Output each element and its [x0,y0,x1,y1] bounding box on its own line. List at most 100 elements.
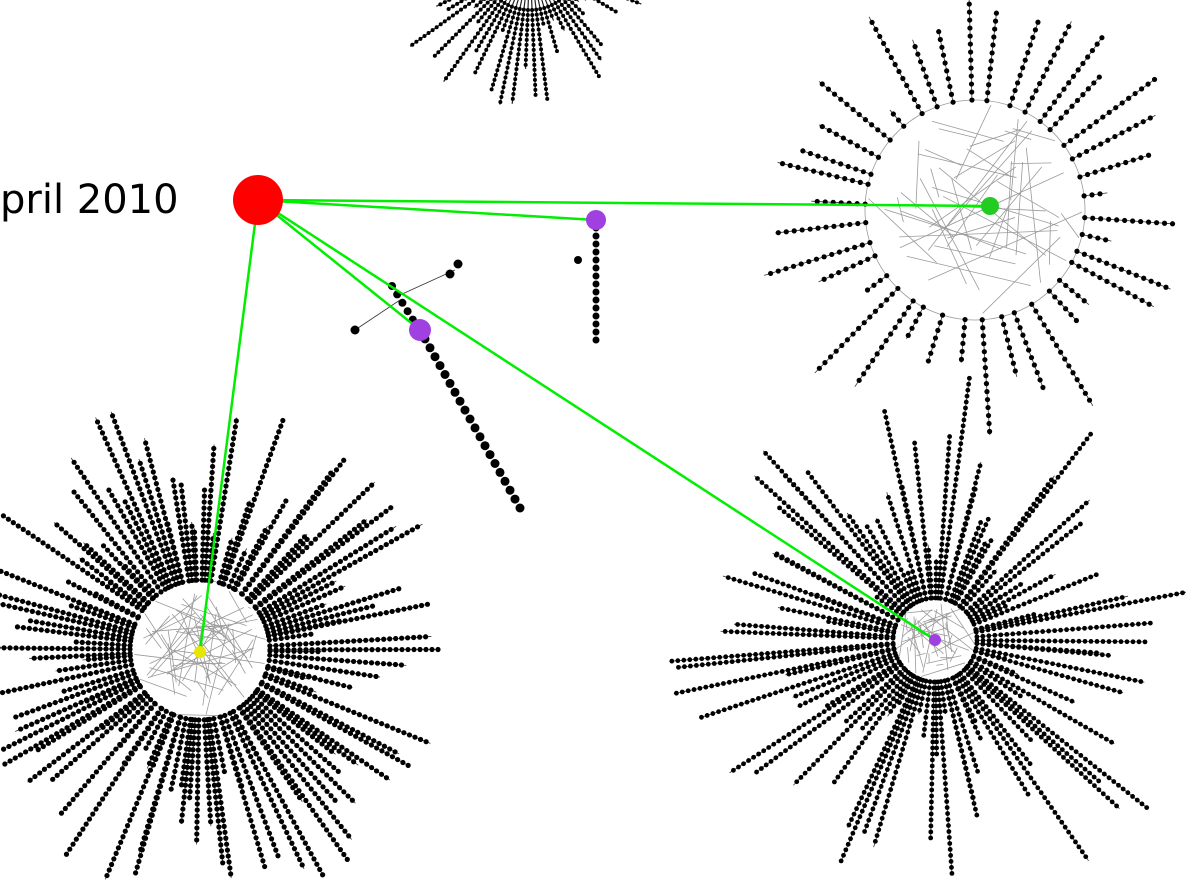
graph-node [822,360,828,366]
graph-node [414,39,419,44]
graph-node [1122,217,1128,224]
ray-edge [812,592,896,626]
graph-node [295,626,301,633]
graph-node [850,654,856,660]
graph-node [511,87,516,92]
graph-node [843,673,849,679]
graph-node [268,524,274,530]
graph-node [86,778,92,784]
graph-node [116,430,122,436]
graph-node [84,681,90,687]
graph-node [109,641,115,647]
graph-node [959,748,965,754]
graph-node [725,575,731,580]
graph-node [274,434,280,441]
graph-node [212,788,218,794]
graph-node [847,665,852,671]
graph-node [811,504,817,510]
graph-node [144,528,150,535]
graph-node [282,565,288,571]
graph-node [762,672,767,678]
graph-node [981,349,987,355]
graph-node [854,524,859,529]
graph-node [103,575,109,581]
graph-node [262,697,268,703]
graph-node [854,607,859,613]
graph-node [472,35,477,40]
graph-node [856,745,862,751]
graph-node [771,741,777,747]
graph-node [92,629,99,635]
graph-node [843,847,849,853]
graph-node [121,651,127,657]
graph-node [315,656,321,662]
graph-node [453,32,458,37]
graph-node [356,659,363,665]
graph-node [346,684,353,690]
graph-node [1003,669,1009,675]
graph-node [109,751,115,757]
graph-node [386,661,393,667]
graph-node [43,645,49,651]
graph-node [1037,80,1043,87]
graph-node [92,700,98,706]
graph-node [874,795,880,801]
graph-node [258,681,264,687]
graph-node [1038,734,1044,740]
mesh-edge [936,663,944,666]
graph-node [55,645,61,652]
graph-node [171,483,177,489]
graph-node [817,602,823,608]
graph-node [229,441,236,448]
graph-node [893,517,899,523]
mesh-edge [920,609,976,653]
graph-node [278,423,284,429]
graph-node [364,486,370,492]
graph-node [1,645,7,651]
graph-node [808,524,814,530]
graph-node [1103,736,1109,742]
graph-node [279,647,285,653]
graph-node [982,719,987,725]
graph-node [902,674,907,680]
graph-node [568,26,573,31]
graph-node [383,541,389,548]
graph-node [869,618,875,624]
graph-node [129,495,135,502]
graph-node [101,504,107,510]
mesh-edge [949,647,958,663]
graph-node [76,619,82,625]
graph-node [969,789,975,795]
graph-node [1002,329,1009,335]
graph-node [267,734,273,741]
graph-node [247,560,253,567]
graph-node [0,592,3,598]
graph-node [401,606,407,612]
graph-node [840,135,846,141]
graph-node [113,604,120,610]
graph-node [1022,57,1028,63]
graph-node [343,669,349,675]
graph-node [577,7,582,12]
graph-node [130,529,136,535]
graph-node [932,335,939,341]
graph-node [290,698,296,704]
graph-node [877,33,883,40]
graph-node [284,598,290,604]
graph-node [1036,719,1041,725]
graph-node [202,729,208,735]
graph-node [229,447,235,454]
graph-node [137,693,143,699]
graph-node [178,818,185,824]
graph-node [90,574,96,580]
graph-node [869,603,875,608]
graph-node [831,599,837,604]
graph-node [410,42,415,47]
graph-node [845,759,851,765]
graph-node [207,807,213,813]
graph-node [103,681,109,687]
graph-node [113,721,119,727]
graph-node [733,703,739,709]
graph-node [144,542,150,548]
graph-node [1000,750,1006,756]
